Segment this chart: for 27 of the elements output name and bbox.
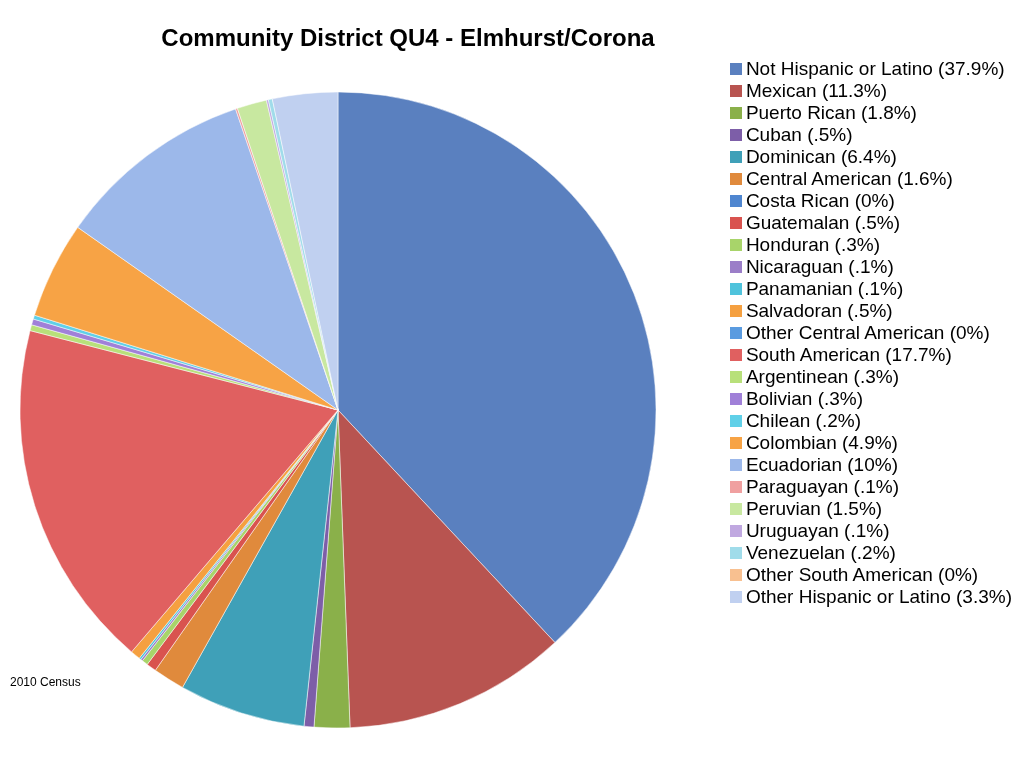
legend-label: Puerto Rican (1.8%) xyxy=(745,102,917,124)
legend-label: Other Central American (0%) xyxy=(745,322,990,344)
legend-label: Central American (1.6%) xyxy=(745,168,953,190)
legend-label: Paraguayan (.1%) xyxy=(745,476,900,498)
legend-label: Cuban (.5%) xyxy=(745,124,853,146)
legend-label: Uruguayan (.1%) xyxy=(745,520,890,542)
text: 2010 Census xyxy=(10,675,81,689)
legend-label: Colombian (4.9%) xyxy=(745,432,898,454)
legend-label: Chilean (.2%) xyxy=(745,410,861,432)
legend-label: Honduran (.3%) xyxy=(745,234,880,256)
legend-label: Venezuelan (.2%) xyxy=(745,542,896,564)
legend-label: Other Hispanic or Latino (3.3%) xyxy=(745,586,1012,608)
legend-label: Mexican (11.3%) xyxy=(745,80,888,102)
legend-label: Nicaraguan (.1%) xyxy=(745,256,894,278)
legend-label: Other South American (0%) xyxy=(745,564,979,586)
legend-label: Bolivian (.3%) xyxy=(745,388,864,410)
legend-label: Not Hispanic or Latino (37.9%) xyxy=(745,58,1005,80)
legend-label: Salvadoran (.5%) xyxy=(745,300,893,322)
legend-label: Costa Rican (0%) xyxy=(745,190,895,212)
legend-label: Peruvian (1.5%) xyxy=(745,498,883,520)
legend-label: Panamanian (.1%) xyxy=(745,278,904,300)
legend-label: South American (17.7%) xyxy=(745,344,952,366)
legend-label: Argentinean (.3%) xyxy=(745,366,900,388)
legend-label: Ecuadorian (10%) xyxy=(745,454,898,476)
legend-label: Guatemalan (.5%) xyxy=(745,212,901,234)
chart-title: Community District QU4 - Elmhurst/Corona xyxy=(160,24,656,52)
legend-label: Dominican (6.4%) xyxy=(745,146,897,168)
